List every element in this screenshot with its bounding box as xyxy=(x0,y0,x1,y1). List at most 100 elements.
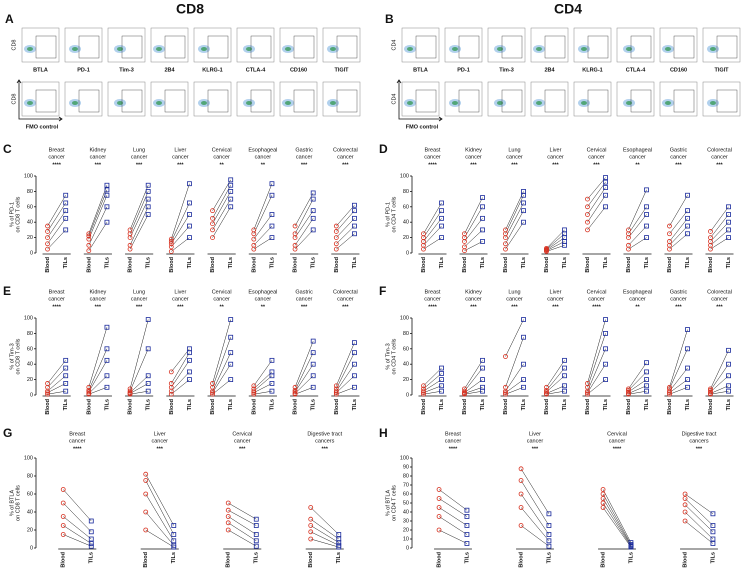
pair-line xyxy=(438,507,468,526)
blood-point xyxy=(168,241,174,247)
tils-point xyxy=(187,235,192,241)
tils-point xyxy=(439,208,444,214)
group-label: cancer xyxy=(711,296,728,302)
flow-plot xyxy=(487,81,526,117)
pair-line xyxy=(602,489,632,543)
group-label: cancers xyxy=(689,438,709,444)
tils-point xyxy=(685,327,690,332)
blood-point xyxy=(503,354,508,359)
y-tick-label: 40 xyxy=(403,362,409,368)
pair-line xyxy=(47,375,66,392)
significance: **** xyxy=(613,446,622,452)
y-tick-label: 20 xyxy=(27,235,33,241)
group-label: Colorectal xyxy=(333,147,358,153)
pair-line xyxy=(464,229,483,248)
group-label: cancer xyxy=(151,438,168,444)
blood-point xyxy=(127,227,133,233)
x-tick-label: Blood xyxy=(128,399,134,415)
significance: *** xyxy=(342,162,349,168)
x-tick-label: Blood xyxy=(437,552,443,568)
tils-point xyxy=(269,181,275,187)
tils-point xyxy=(310,227,316,233)
blood-point xyxy=(518,505,524,510)
blood-point xyxy=(210,221,215,227)
flow-plot xyxy=(401,27,440,63)
cell-cloud-core xyxy=(710,47,716,51)
pair-line xyxy=(63,489,92,522)
marker-label: TIGIT xyxy=(714,67,729,73)
group-label: Cervical xyxy=(607,431,627,437)
pair-line xyxy=(710,390,729,395)
panel-letter: B xyxy=(385,12,394,26)
blood-point xyxy=(518,491,524,497)
pair-line xyxy=(253,237,273,250)
significance: ** xyxy=(219,162,224,168)
marker-label: TIGIT xyxy=(334,67,349,73)
pair-line xyxy=(505,195,524,234)
pair-line xyxy=(253,183,273,230)
tils-point xyxy=(269,388,275,394)
pair-line xyxy=(145,493,174,541)
pair-line xyxy=(171,379,190,395)
group-label: cancer xyxy=(131,296,148,302)
pair-line xyxy=(129,319,149,389)
tils-point xyxy=(521,334,526,340)
blood-point xyxy=(462,244,467,250)
pair-line xyxy=(336,205,355,227)
pair-line xyxy=(438,489,468,511)
group-label: cancer xyxy=(234,438,251,444)
group-label: cancer xyxy=(629,296,646,302)
x-tick-label: Blood xyxy=(708,257,714,273)
group-label: cancer xyxy=(588,296,605,302)
pair-line xyxy=(505,202,524,238)
x-tick-label: TILs xyxy=(254,552,260,563)
blood-point xyxy=(600,500,606,506)
pair-line xyxy=(171,371,190,392)
pair-line xyxy=(228,522,257,542)
pair-line xyxy=(336,233,355,250)
pair-line xyxy=(464,367,483,392)
tils-point xyxy=(336,536,342,542)
tils-point xyxy=(562,365,567,371)
tils-point xyxy=(685,223,690,229)
pair-line xyxy=(212,337,231,388)
tils-point xyxy=(88,543,94,549)
cell-cloud-core xyxy=(72,47,78,51)
x-axis-label: FMO control xyxy=(26,124,59,130)
pair-line xyxy=(464,360,483,389)
tils-point xyxy=(439,383,444,389)
y-tick-label: 60 xyxy=(403,204,409,210)
cell-cloud-core xyxy=(330,47,336,51)
pair-line xyxy=(438,498,468,517)
pair-line xyxy=(253,360,273,386)
group-label: cancer xyxy=(213,296,230,302)
tils-point xyxy=(253,538,259,544)
pair-line xyxy=(63,516,92,540)
pair-line xyxy=(47,360,66,384)
x-tick-label: Blood xyxy=(128,257,134,273)
tils-point xyxy=(171,538,177,544)
tils-point xyxy=(710,511,716,517)
blood-point xyxy=(251,388,257,394)
tils-point xyxy=(562,227,567,233)
y-axis-label: on CD4 T cells xyxy=(391,338,397,374)
blood-point xyxy=(600,496,606,501)
significance: *** xyxy=(239,446,246,452)
pair-line xyxy=(520,525,550,547)
tils-point xyxy=(562,388,567,394)
flow-plot xyxy=(236,81,275,117)
pair-line xyxy=(464,387,483,394)
tils-point xyxy=(187,369,192,375)
y-tick-label: 40 xyxy=(403,220,409,226)
pair-line xyxy=(336,225,355,244)
tils-point xyxy=(521,377,526,383)
pair-line xyxy=(464,241,483,251)
group-label: Kidney xyxy=(89,289,106,295)
blood-point xyxy=(86,236,92,242)
y-tick-label: 30 xyxy=(403,518,409,524)
tils-point xyxy=(63,373,69,379)
blood-point xyxy=(292,223,298,229)
cell-cloud-core xyxy=(452,101,458,105)
blood-point xyxy=(143,527,149,533)
pair-line xyxy=(587,206,606,231)
